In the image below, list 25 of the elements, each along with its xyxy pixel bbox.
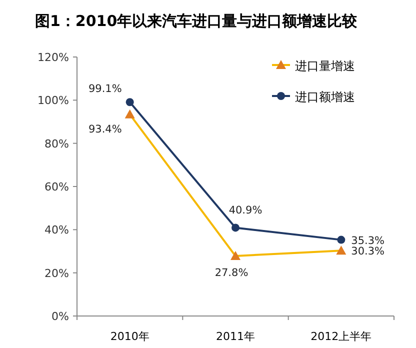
data-label: 40.9%: [228, 204, 262, 217]
data-label: 93.4%: [88, 123, 122, 136]
y-tick-label: 20%: [44, 266, 69, 280]
y-tick-label: 80%: [44, 137, 69, 150]
point: [232, 224, 240, 232]
y-tick-label: 60%: [44, 180, 69, 194]
point: [337, 236, 346, 244]
x-tick-label: 2010年: [110, 330, 150, 343]
x-tick-label: 2012上半年: [310, 330, 372, 343]
y-tick-label: 100%: [38, 94, 69, 108]
data-label: 27.8%: [214, 267, 248, 279]
y-tick-label: 0%: [52, 310, 69, 323]
legend-label: 进口量增速: [295, 59, 355, 73]
y-tick-label: 120%: [38, 51, 69, 64]
point: [126, 98, 134, 106]
point: [124, 109, 135, 118]
legend-label: 进口额增速: [295, 90, 355, 104]
point: [230, 251, 240, 260]
chart-title: 图1：2010年以来汽车进口量与进口额增速比较: [35, 12, 358, 30]
data-label: 30.3%: [351, 246, 385, 258]
data-label: 99.1%: [88, 83, 122, 96]
y-tick-label: 40%: [44, 224, 69, 237]
x-tick-label: 2011年: [216, 330, 255, 343]
data-label: 35.3%: [351, 234, 385, 247]
point: [336, 246, 346, 255]
